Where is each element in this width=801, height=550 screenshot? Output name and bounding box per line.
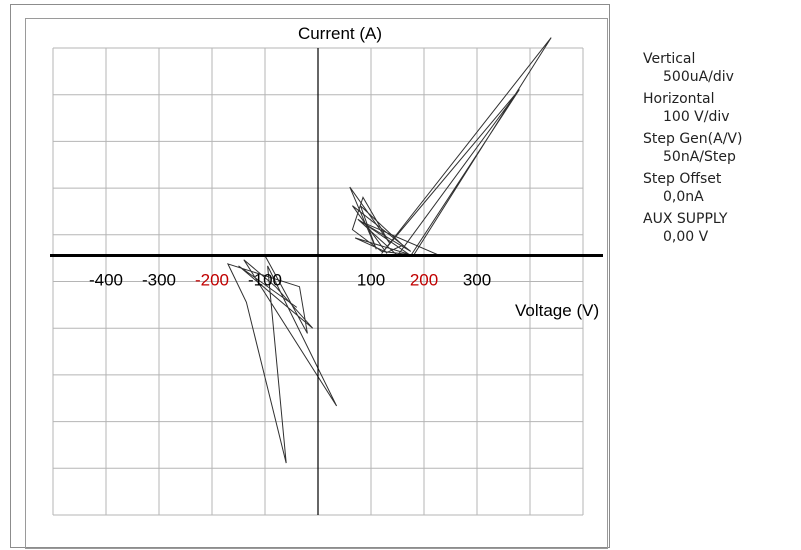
horizontal-label: Horizontal (643, 91, 715, 107)
step-offset-label: Step Offset (643, 171, 722, 187)
settings-panel: Vertical 500uA/div Horizontal 100 V/div … (643, 50, 793, 250)
x-tick-label: -300 (142, 271, 176, 290)
aux-supply-label: AUX SUPPLY (643, 211, 728, 227)
x-tick-label: 300 (463, 271, 491, 290)
trace-series (217, 255, 338, 464)
aux-supply-value: 0,00 V (663, 229, 709, 245)
x-tick-label: 200 (410, 271, 438, 290)
horizontal-value: 100 V/div (663, 109, 730, 125)
x-tick-label: 100 (357, 271, 385, 290)
step-offset-value: 0,0nA (663, 189, 704, 205)
vertical-value: 500uA/div (663, 69, 734, 85)
step-gen-value: 50nA/Step (663, 149, 736, 165)
curve-tracer-inner-border (25, 18, 608, 549)
step-gen-label: Step Gen(A/V) (643, 131, 743, 147)
x-axis-label: Voltage (V) (515, 301, 599, 320)
trace-series (349, 37, 552, 257)
iv-chart: Current (A) -400 -300 -200 -100 100 200 300 Vo… (50, 24, 603, 516)
x-tick-label: -100 (248, 271, 282, 290)
x-tick-labels: -400 -300 -200 -100 100 200 300 (89, 271, 491, 290)
chart-title: Current (A) (298, 24, 382, 43)
traces (217, 37, 552, 464)
x-tick-label: -400 (89, 271, 123, 290)
x-tick-label: -200 (195, 271, 229, 290)
vertical-label: Vertical (643, 51, 696, 67)
